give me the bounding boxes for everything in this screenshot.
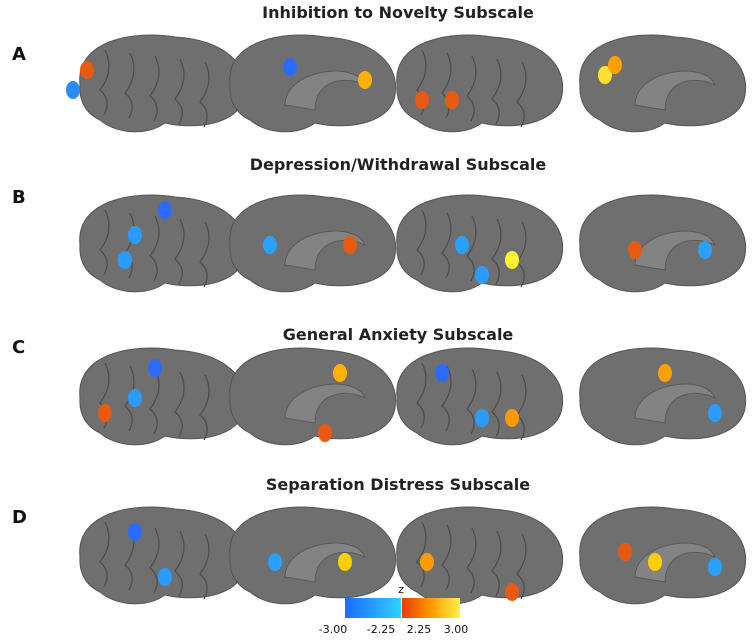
panel-title: Separation Distress Subscale xyxy=(266,475,530,494)
panel-title: General Anxiety Subscale xyxy=(283,325,514,344)
activation-blob xyxy=(338,553,352,571)
activation-blob xyxy=(318,424,332,442)
panel-label: B xyxy=(12,187,26,208)
activation-blob xyxy=(268,553,282,571)
activation-blob xyxy=(698,241,712,259)
activation-blob xyxy=(505,583,519,601)
activation-blob xyxy=(445,91,459,109)
activation-blob xyxy=(618,543,632,561)
activation-blob xyxy=(98,404,112,422)
activation-blob xyxy=(358,71,372,89)
activation-blob xyxy=(80,61,94,79)
activation-blob xyxy=(628,241,642,259)
activation-blob xyxy=(420,553,434,571)
colorbar-label: -3.00 xyxy=(319,623,347,636)
activation-blob xyxy=(658,364,672,382)
activation-blob xyxy=(708,404,722,422)
activation-blob xyxy=(475,266,489,284)
activation-blob xyxy=(475,409,489,427)
activation-blob xyxy=(333,364,347,382)
activation-blob xyxy=(608,56,622,74)
activation-blob xyxy=(343,236,357,254)
activation-blob xyxy=(128,523,142,541)
activation-blob xyxy=(158,201,172,219)
activation-blob xyxy=(128,389,142,407)
activation-blob xyxy=(415,91,429,109)
activation-blob xyxy=(158,568,172,586)
brain-images xyxy=(66,35,746,604)
activation-blob xyxy=(263,236,277,254)
activation-blob xyxy=(128,226,142,244)
panel-title: Depression/Withdrawal Subscale xyxy=(250,155,547,174)
activation-blob xyxy=(708,558,722,576)
activation-blob xyxy=(283,58,297,76)
colorbar-label: -2.25 xyxy=(367,623,395,636)
activation-blob xyxy=(648,553,662,571)
colorbar-title: z xyxy=(398,583,404,596)
activation-blob xyxy=(455,236,469,254)
activation-blob xyxy=(505,409,519,427)
figure: z -3.00 -2.25 2.25 3.00 Inhibition to No… xyxy=(0,0,753,643)
colorbar-label: 3.00 xyxy=(444,623,469,636)
panel-title: Inhibition to Novelty Subscale xyxy=(262,3,534,22)
activation-blob xyxy=(148,359,162,377)
panel-label: D xyxy=(12,507,27,528)
activation-blob xyxy=(435,364,449,382)
panel-label: A xyxy=(12,44,26,65)
colorbar-positive xyxy=(402,598,460,618)
activation-blob xyxy=(118,251,132,269)
activation-blob xyxy=(66,81,80,99)
colorbar-negative xyxy=(345,598,401,618)
activation-blob xyxy=(505,251,519,269)
colorbar-label: 2.25 xyxy=(407,623,432,636)
panel-label: C xyxy=(12,337,25,358)
